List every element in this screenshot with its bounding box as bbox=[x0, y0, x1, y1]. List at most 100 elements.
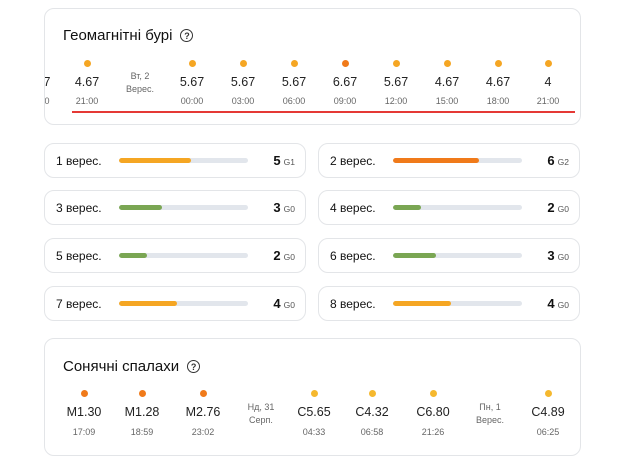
g-scale-label: G0 bbox=[283, 300, 295, 310]
kp-level-dot bbox=[392, 60, 400, 67]
flare-time: 21:26 bbox=[421, 427, 445, 437]
g-scale-label: G1 bbox=[283, 157, 295, 167]
storm-level-bar bbox=[393, 158, 522, 163]
day-label: 3 верес. bbox=[56, 200, 102, 215]
storm-level-fill bbox=[393, 158, 480, 163]
flare-time: 17:09 bbox=[72, 427, 96, 437]
flare-class-value: M2.76 bbox=[185, 405, 221, 419]
kp-max-value: 4 bbox=[273, 296, 281, 311]
storm-level-fill bbox=[393, 253, 436, 258]
flare-class-dot bbox=[199, 390, 207, 397]
solar-flares-timeline[interactable]: M1.30 17:09 M1.28 18:59 M2.76 23:02 Нд, 31 Серп… bbox=[45, 339, 580, 455]
flare-class-value: C6.80 bbox=[416, 405, 450, 419]
kp-time: 03:00 bbox=[231, 96, 255, 106]
kp-time: 00:00 bbox=[180, 96, 204, 106]
kp-level-dot bbox=[239, 60, 247, 67]
question-circle-icon[interactable]: ? bbox=[180, 29, 194, 42]
kp-max-value: 2 bbox=[273, 248, 281, 263]
kp-level-dot bbox=[83, 60, 91, 67]
kp-max-value: 5 bbox=[273, 153, 281, 168]
g-scale-label: G0 bbox=[557, 300, 569, 310]
day-label: 6 верес. bbox=[330, 248, 376, 263]
day-storm-card[interactable]: 1 верес. 5 G1 bbox=[44, 143, 306, 178]
storm-value: 2 G0 bbox=[273, 248, 295, 263]
partial-value: 7 bbox=[44, 75, 51, 89]
storm-value: 5 G1 bbox=[273, 153, 295, 168]
flare-time: 04:33 bbox=[302, 427, 326, 437]
day-marker: Нд, 31 Серп. bbox=[231, 401, 291, 427]
g-scale-label: G0 bbox=[557, 204, 569, 214]
flare-class-dot bbox=[80, 390, 88, 397]
kp-max-value: 3 bbox=[273, 200, 281, 215]
flare-time: 06:25 bbox=[536, 427, 560, 437]
storm-value: 2 G0 bbox=[547, 200, 569, 215]
flare-class-value: C5.65 bbox=[297, 405, 331, 419]
day-storm-card[interactable]: 5 верес. 2 G0 bbox=[44, 238, 306, 273]
storm-level-bar bbox=[119, 253, 248, 258]
g-scale-label: G0 bbox=[557, 252, 569, 262]
partial-time: 0 bbox=[44, 96, 50, 106]
current-range-indicator bbox=[72, 111, 575, 113]
kp-time: 06:00 bbox=[282, 96, 306, 106]
day-marker-weekday: Нд, 31 bbox=[247, 402, 275, 412]
storm-level-fill bbox=[119, 301, 178, 306]
kp-level-dot bbox=[544, 60, 552, 67]
storm-value: 4 G0 bbox=[547, 296, 569, 311]
day-label: 7 верес. bbox=[56, 296, 102, 311]
day-marker-month: Серп. bbox=[249, 415, 273, 425]
kp-level-dot bbox=[494, 60, 502, 67]
flare-class-value: M1.30 bbox=[66, 405, 102, 419]
day-marker-month: Верес. bbox=[475, 415, 505, 425]
flare-time: 18:59 bbox=[130, 427, 154, 437]
kp-value: 4.67 bbox=[434, 75, 460, 89]
day-marker-weekday: Пн, 1 bbox=[479, 402, 501, 412]
day-storm-card[interactable]: 2 верес. 6 G2 bbox=[318, 143, 580, 178]
day-storm-card[interactable]: 6 верес. 3 G0 bbox=[318, 238, 580, 273]
kp-time: 18:00 bbox=[486, 96, 510, 106]
storm-value: 3 G0 bbox=[547, 248, 569, 263]
day-label: 2 верес. bbox=[330, 153, 376, 168]
flare-class-value: C4.32 bbox=[355, 405, 389, 419]
flare-class-dot bbox=[138, 390, 146, 397]
kp-max-value: 6 bbox=[547, 153, 555, 168]
day-marker: Пн, 1 Верес. bbox=[460, 401, 520, 427]
day-storm-card[interactable]: 8 верес. 4 G0 bbox=[318, 286, 580, 321]
kp-level-dot bbox=[341, 60, 349, 67]
storm-level-bar bbox=[393, 253, 522, 258]
solar-flares-card: Сонячні спалахи ? M1.30 17:09 M1.28 18:59 M2… bbox=[44, 338, 581, 456]
kp-value: 4.67 bbox=[74, 75, 100, 89]
geomagnetic-timeline[interactable]: 7 0 Вт, 2 Верес. 4.67 21:00 5.67 00:00 5.67 0… bbox=[45, 9, 580, 124]
geomagnetic-title-row: Геомагнітні бурі ? bbox=[63, 27, 194, 44]
storm-level-fill bbox=[119, 253, 148, 258]
day-label: 4 верес. bbox=[330, 200, 376, 215]
storm-value: 3 G0 bbox=[273, 200, 295, 215]
kp-time: 21:00 bbox=[536, 96, 560, 106]
day-marker-weekday: Вт, 2 bbox=[130, 71, 150, 81]
kp-value: 4.67 bbox=[485, 75, 511, 89]
g-scale-label: G0 bbox=[283, 204, 295, 214]
storm-value: 4 G0 bbox=[273, 296, 295, 311]
day-label: 1 верес. bbox=[56, 153, 102, 168]
flare-class-dot bbox=[310, 390, 318, 397]
storm-level-fill bbox=[119, 158, 192, 163]
flare-class-value: M1.28 bbox=[124, 405, 160, 419]
kp-value: 6.67 bbox=[332, 75, 358, 89]
kp-value: 5.67 bbox=[179, 75, 205, 89]
day-marker-month: Верес. bbox=[125, 84, 155, 94]
flare-time: 23:02 bbox=[191, 427, 215, 437]
kp-value: 5.67 bbox=[281, 75, 307, 89]
storm-level-fill bbox=[119, 205, 162, 210]
day-storm-card[interactable]: 4 верес. 2 G0 bbox=[318, 190, 580, 225]
day-storm-card[interactable]: 3 верес. 3 G0 bbox=[44, 190, 306, 225]
geomagnetic-storms-card: Геомагнітні бурі ? 7 0 Вт, 2 Верес. 4.67… bbox=[44, 8, 581, 125]
day-storm-card[interactable]: 7 верес. 4 G0 bbox=[44, 286, 306, 321]
flare-time: 06:58 bbox=[360, 427, 384, 437]
g-scale-label: G2 bbox=[557, 157, 569, 167]
storm-level-fill bbox=[393, 301, 452, 306]
kp-level-dot bbox=[290, 60, 298, 67]
question-circle-icon[interactable]: ? bbox=[187, 360, 201, 373]
kp-time: 09:00 bbox=[333, 96, 357, 106]
kp-time: 21:00 bbox=[75, 96, 99, 106]
flare-class-dot bbox=[429, 390, 437, 397]
kp-time: 12:00 bbox=[384, 96, 408, 106]
